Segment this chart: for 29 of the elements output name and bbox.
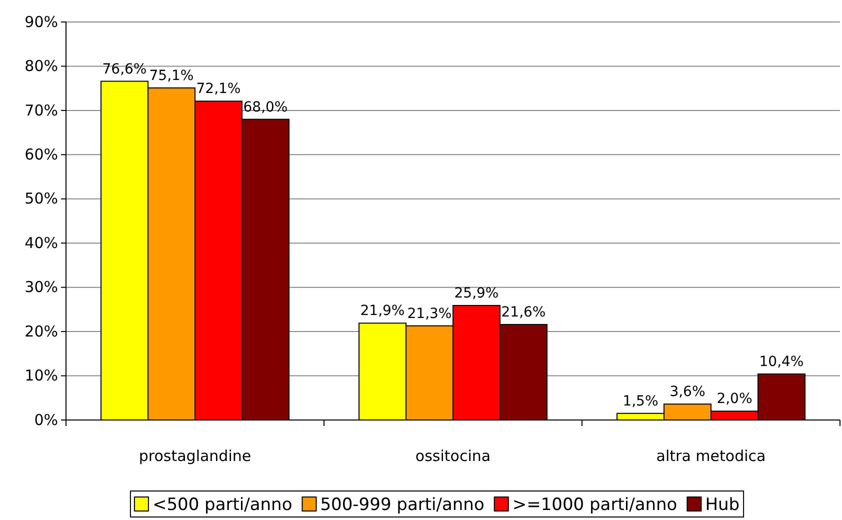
y-tick-label: 60% <box>24 145 58 164</box>
x-tick-label: ossitocina <box>415 447 491 465</box>
y-tick-label: 90% <box>24 12 58 31</box>
data-label: 3,6% <box>670 384 706 400</box>
data-label: 1,5% <box>622 393 658 410</box>
x-tick-label: altra metodica <box>656 447 766 465</box>
data-label: 2,0% <box>716 391 752 408</box>
legend-label: 500-999 parti/anno <box>320 495 484 515</box>
data-label: 72,1% <box>196 81 241 98</box>
y-tick-label: 30% <box>24 278 58 296</box>
x-tick-label: prostaglandine <box>138 447 252 465</box>
legend-label: Hub <box>705 495 740 515</box>
y-tick-label: 70% <box>24 101 58 120</box>
y-tick-label: 0% <box>34 410 58 429</box>
data-label: 21,6% <box>501 304 546 320</box>
data-label: 25,9% <box>454 285 499 302</box>
legend-label: >=1000 parti/anno <box>512 495 678 515</box>
data-label: 10,4% <box>759 354 804 370</box>
y-tick-label: 50% <box>24 190 58 208</box>
data-label: 21,3% <box>407 306 452 322</box>
data-label: 68,0% <box>243 99 288 116</box>
y-tick-label: 80% <box>24 57 58 76</box>
y-tick-label: 20% <box>24 322 58 340</box>
data-label: 21,9% <box>360 303 405 320</box>
data-label: 75,1% <box>149 68 194 84</box>
legend-label: <500 parti/anno <box>152 495 292 515</box>
data-label: 76,6% <box>102 61 147 78</box>
y-tick-label: 10% <box>24 366 58 385</box>
y-tick-label: 40% <box>24 234 58 252</box>
